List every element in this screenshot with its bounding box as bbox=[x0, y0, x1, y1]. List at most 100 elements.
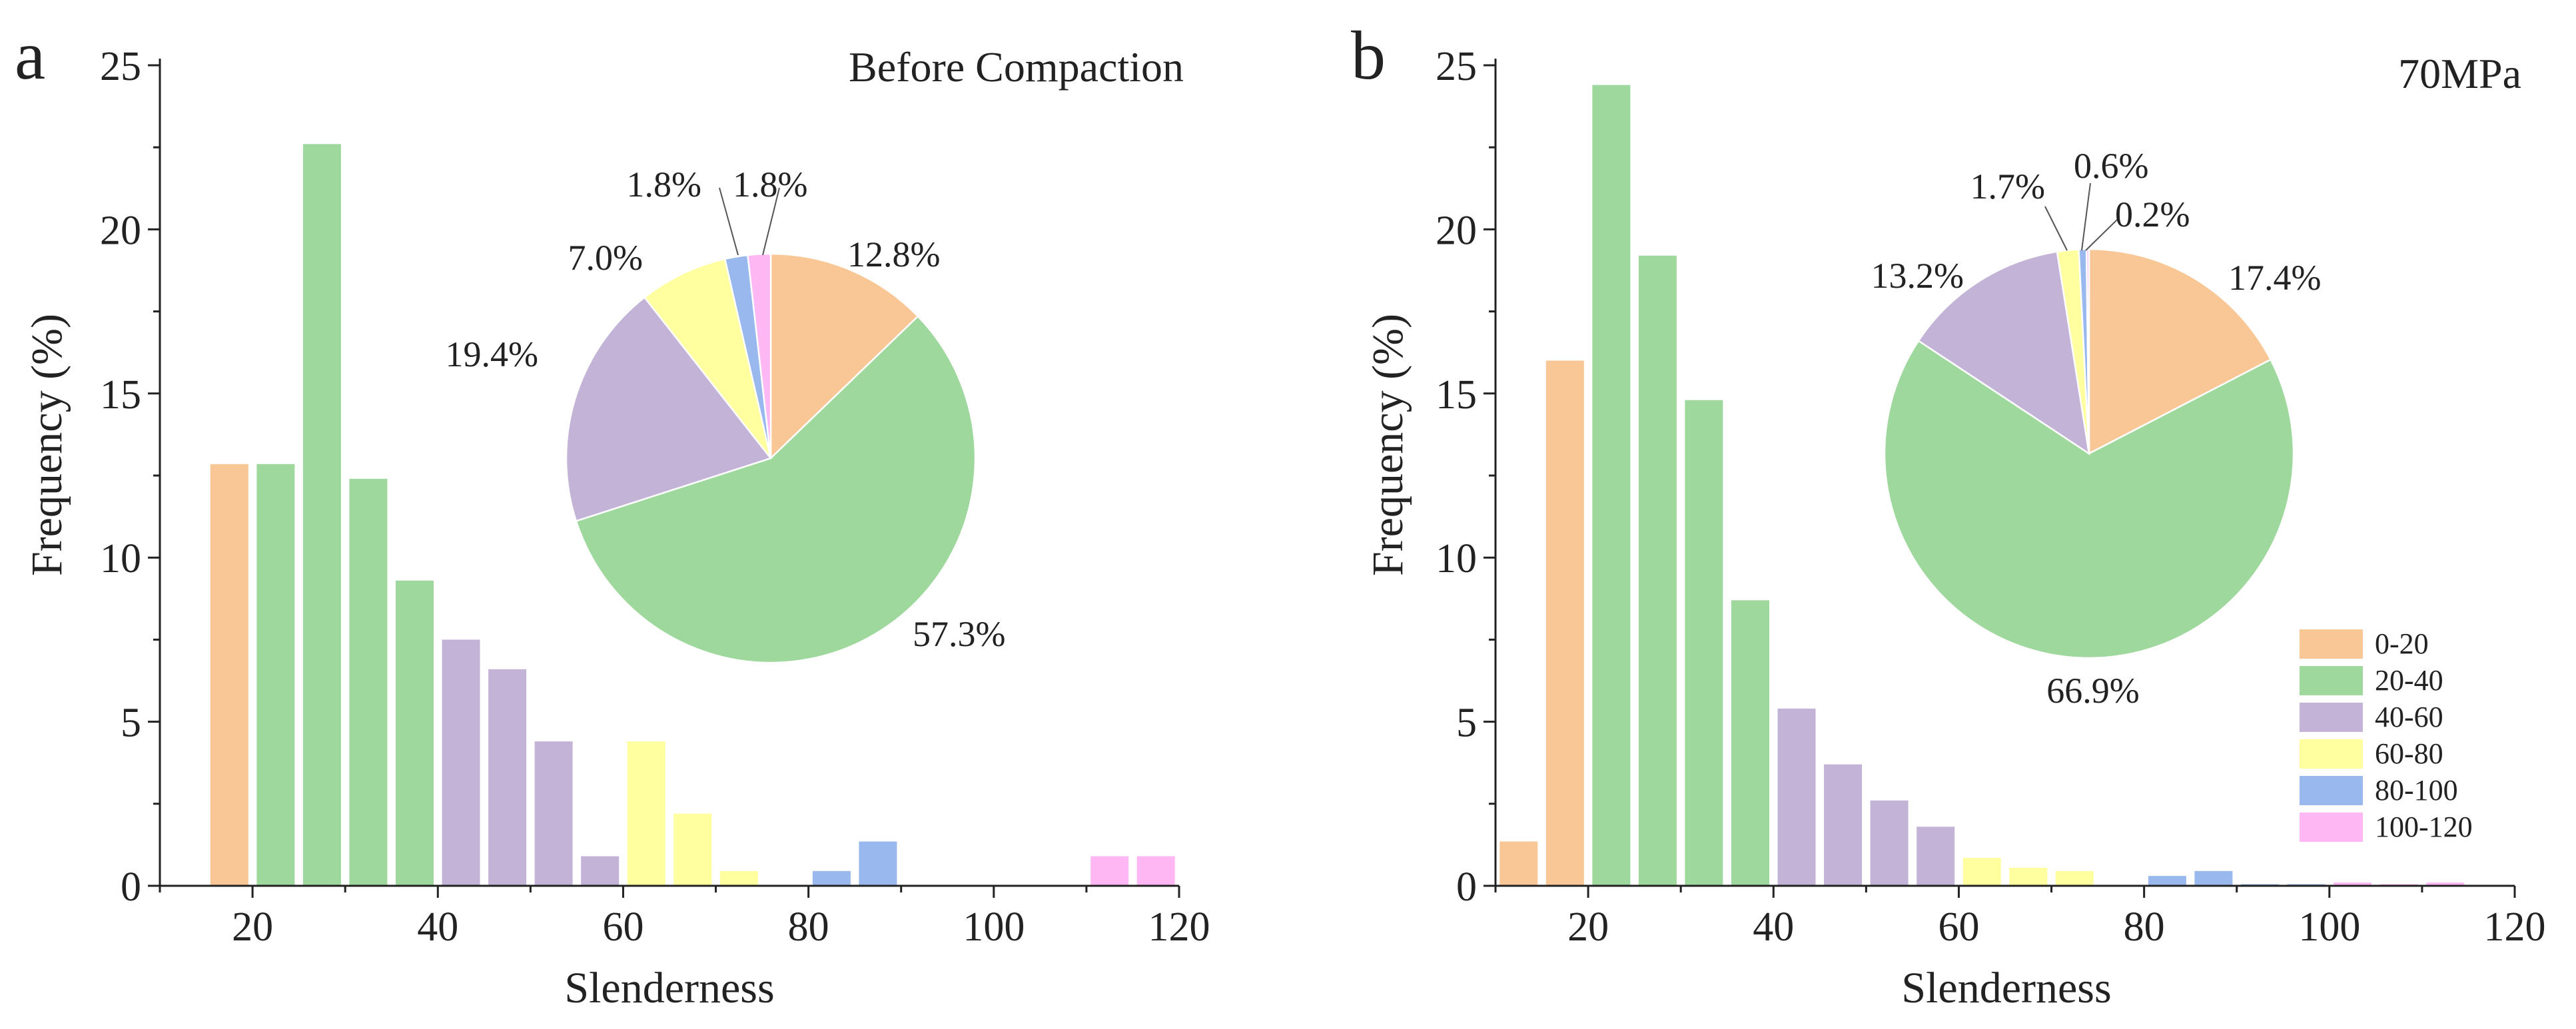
bar-100-120-112.5 bbox=[2426, 882, 2465, 886]
axes-a: 0 5 10 15 20 25 20 40 60 80 100 120 bbox=[100, 44, 1210, 950]
bar-60-80-67.5 bbox=[2009, 867, 2048, 886]
bar-80-100-87.5 bbox=[859, 841, 897, 886]
legend-label-0-20: 0-20 bbox=[2375, 627, 2429, 660]
panel-label-a: a bbox=[15, 17, 45, 94]
pie-slice-0-20 bbox=[2088, 248, 2272, 456]
bar-20-40-32.5 bbox=[1685, 400, 1723, 886]
y-tick-label: 5 bbox=[121, 701, 141, 746]
bar-40-60-47.5 bbox=[488, 669, 527, 886]
pie-leader-line bbox=[2044, 206, 2068, 251]
panel-label-b: b bbox=[1351, 17, 1386, 94]
bar-20-40-27.5 bbox=[1638, 255, 1677, 886]
x-tick-label: 100 bbox=[963, 904, 1025, 950]
legend-label-60-80: 60-80 bbox=[2375, 737, 2443, 770]
bar-40-60-47.5 bbox=[1824, 764, 1863, 886]
pie-slice-60-80 bbox=[643, 258, 772, 459]
pie-label-60-80: 1.7% bbox=[1970, 167, 2045, 206]
y-tick-label: 20 bbox=[100, 208, 141, 253]
pie-label-20-40: 57.3% bbox=[913, 614, 1005, 654]
pie-leader-line bbox=[762, 187, 780, 256]
legend-label-100-120: 100-120 bbox=[2375, 811, 2473, 843]
bar-80-100-87.5 bbox=[2194, 870, 2233, 886]
x-axis-label-b: Slenderness bbox=[1901, 964, 2111, 1012]
legend-swatch-100-120 bbox=[2300, 813, 2363, 842]
pie-label-40-60: 19.4% bbox=[446, 334, 538, 374]
x-tick-label: 60 bbox=[1938, 904, 1979, 950]
pie-a: 12.8% 57.3% 19.4% 7.0% 1.8% 1.8% bbox=[446, 165, 1005, 664]
legend: 0-20 20-40 40-60 60-80 80-100 100-120 bbox=[2300, 627, 2473, 843]
x-axis-label-a: Slenderness bbox=[564, 964, 774, 1012]
bar-60-80-67.5 bbox=[673, 813, 712, 886]
x-tick-label: 120 bbox=[2484, 904, 2546, 950]
x-tick-label: 120 bbox=[1148, 904, 1210, 950]
y-tick-label: 25 bbox=[100, 44, 141, 89]
bar-0-20-12.5 bbox=[1500, 841, 1538, 886]
pie-leader-line bbox=[2081, 182, 2091, 251]
pie-slice-20-40 bbox=[1883, 339, 2295, 659]
y-tick-label: 10 bbox=[1436, 536, 1477, 581]
pie-label-60-80: 7.0% bbox=[568, 238, 643, 278]
panel-b: b 70MPa Frequency (%) Slenderness 0 5 10 15… bbox=[1351, 17, 2546, 1012]
pie-label-20-40: 66.9% bbox=[2046, 671, 2139, 711]
pie-slice-0-20 bbox=[769, 252, 919, 460]
x-tick-label: 40 bbox=[1753, 904, 1794, 950]
pie-slice-40-60 bbox=[1917, 250, 2090, 456]
bar-80-100-82.5 bbox=[2148, 876, 2186, 886]
bar-20-40-27.5 bbox=[302, 144, 341, 886]
bar-60-80-62.5 bbox=[627, 741, 665, 886]
pie-b: 17.4% 66.9% 13.2% 1.7% 0.6% 0.2% bbox=[1871, 146, 2322, 711]
bar-0-20-17.5 bbox=[210, 464, 248, 886]
legend-swatch-40-60 bbox=[2300, 703, 2363, 732]
bar-40-60-57.5 bbox=[581, 856, 620, 886]
legend-swatch-20-40 bbox=[2300, 666, 2363, 695]
x-tick-label: 80 bbox=[788, 904, 829, 950]
x-tick-label: 40 bbox=[417, 904, 458, 950]
bar-100-120-117.5 bbox=[1136, 856, 1175, 886]
x-tick-label: 80 bbox=[2124, 904, 2165, 950]
bar-40-60-42.5 bbox=[442, 639, 480, 886]
y-tick-label: 20 bbox=[1436, 208, 1477, 253]
panel-a: a Before Compaction Frequency (%) Slende… bbox=[15, 17, 1210, 1012]
x-tick-label: 100 bbox=[2298, 904, 2360, 950]
chart-title-a: Before Compaction bbox=[849, 43, 1184, 91]
y-tick-label: 10 bbox=[100, 536, 141, 581]
legend-swatch-60-80 bbox=[2300, 739, 2363, 769]
axes-b: 0 5 10 15 20 25 20 40 60 80 100 120 bbox=[1436, 44, 2546, 950]
pie-label-0-20: 12.8% bbox=[847, 234, 940, 274]
legend-swatch-0-20 bbox=[2300, 629, 2363, 659]
bar-100-120-112.5 bbox=[1090, 856, 1129, 886]
pie-slice-100-120 bbox=[747, 252, 772, 459]
x-tick-label: 60 bbox=[602, 904, 644, 950]
y-tick-label: 15 bbox=[1436, 372, 1477, 418]
bar-80-100-82.5 bbox=[812, 870, 851, 886]
y-tick-label: 0 bbox=[121, 864, 141, 910]
bars-b bbox=[1500, 85, 2465, 886]
bar-100-120-102.5 bbox=[2334, 882, 2372, 886]
pie-label-80-100: 1.8% bbox=[627, 165, 701, 204]
bar-20-40-22.5 bbox=[256, 464, 295, 886]
pie-label-100-120: 0.2% bbox=[2115, 194, 2190, 234]
pie-label-0-20: 17.4% bbox=[2228, 258, 2321, 298]
y-tick-label: 15 bbox=[100, 372, 141, 418]
bar-40-60-52.5 bbox=[534, 741, 573, 886]
x-tick-label: 20 bbox=[232, 904, 273, 950]
bar-20-40-37.5 bbox=[396, 580, 434, 886]
bar-40-60-52.5 bbox=[1870, 800, 1909, 886]
pie-label-80-100: 0.6% bbox=[2074, 146, 2148, 186]
y-tick-label: 25 bbox=[1436, 44, 1477, 89]
bar-20-40-22.5 bbox=[1592, 85, 1631, 886]
x-tick-label: 20 bbox=[1567, 904, 1609, 950]
y-axis-label-a: Frequency (%) bbox=[23, 314, 71, 576]
chart-title-b: 70MPa bbox=[2398, 50, 2521, 97]
bar-40-60-57.5 bbox=[1917, 827, 1955, 886]
pie-label-100-120: 1.8% bbox=[733, 165, 807, 204]
pie-leader-line bbox=[719, 187, 739, 256]
bar-60-80-72.5 bbox=[2055, 870, 2094, 886]
pie-slice-20-40 bbox=[575, 315, 977, 664]
bar-20-40-32.5 bbox=[349, 478, 388, 886]
bar-0-20-17.5 bbox=[1545, 360, 1584, 886]
bar-60-80-72.5 bbox=[719, 870, 758, 886]
legend-swatch-80-100 bbox=[2300, 776, 2363, 805]
bar-20-40-37.5 bbox=[1731, 600, 1769, 886]
